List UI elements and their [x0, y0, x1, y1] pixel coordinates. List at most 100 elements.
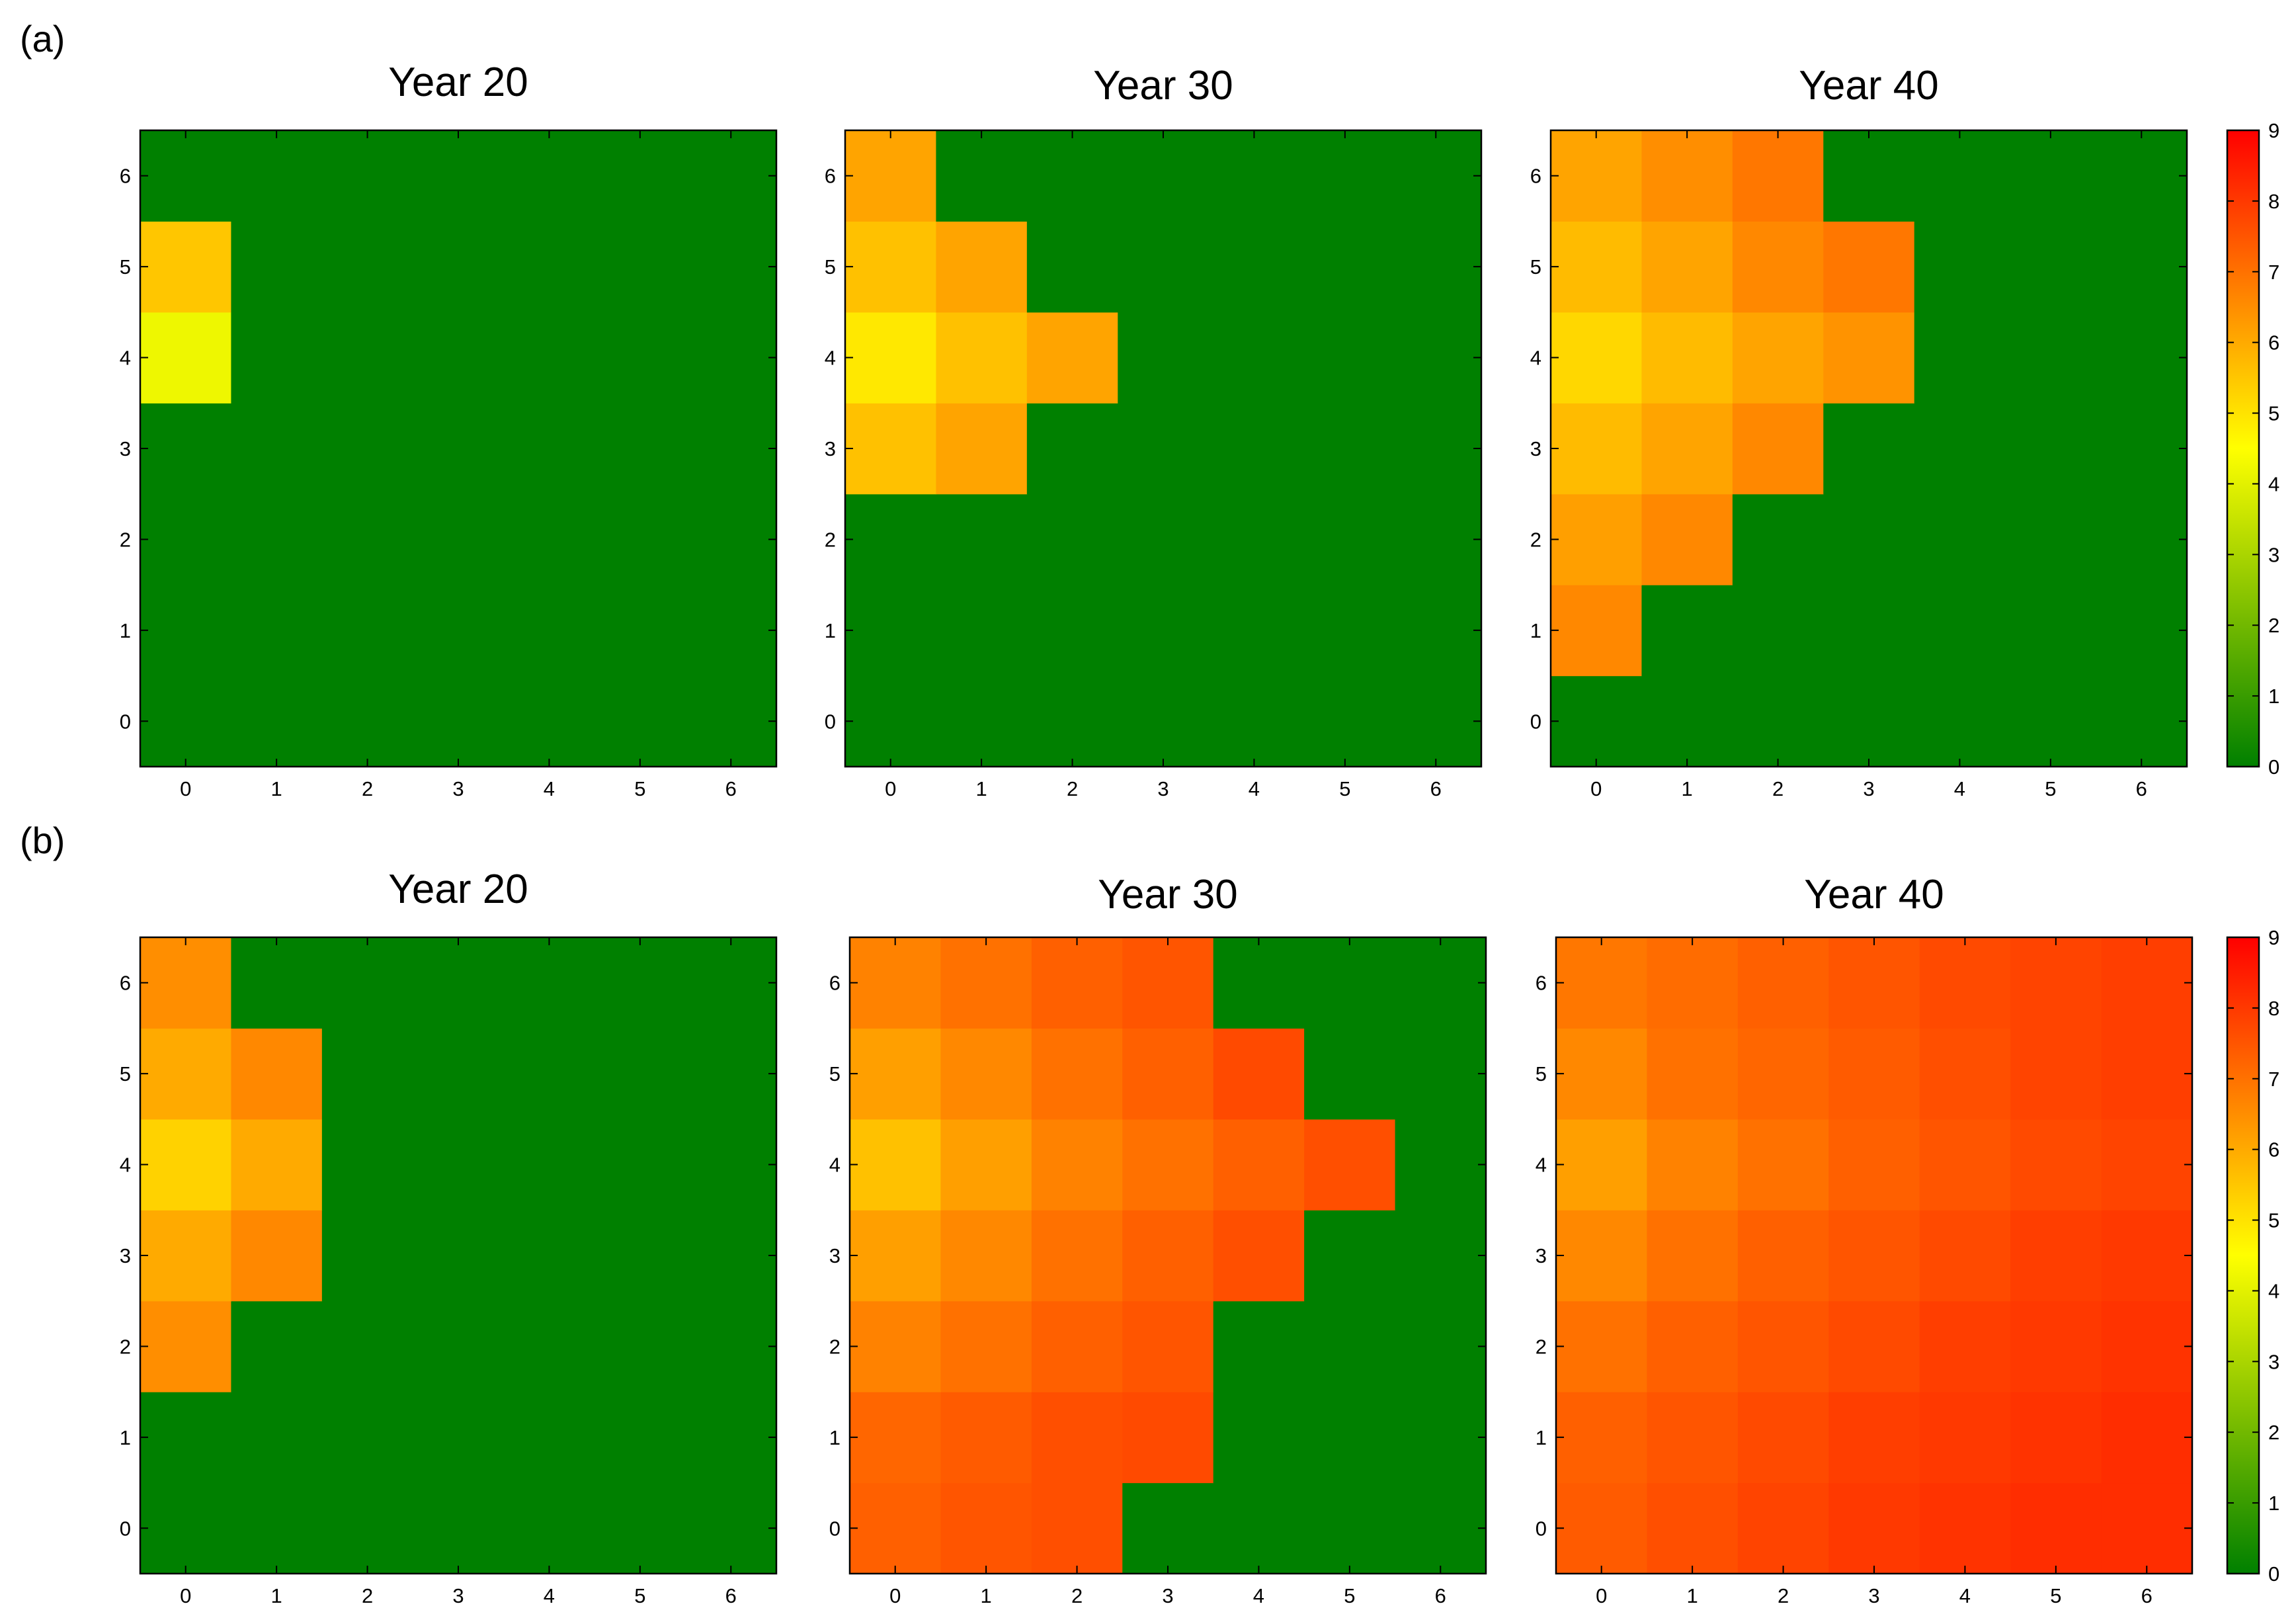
colorbar-tick-label: 6: [2268, 331, 2279, 355]
heatmap-cell: [1556, 1482, 1648, 1574]
heatmap-cell: [594, 1482, 686, 1574]
x-tick-label: 0: [180, 777, 191, 800]
heatmap-panel-b-2: 0 1 2 3 4 5 6 0 1 2 3 4 5 6 Year 30: [829, 872, 1487, 1607]
x-tick-label: 5: [634, 1584, 645, 1607]
heatmap-cell: [1031, 1028, 1123, 1120]
heatmap-cell: [1390, 312, 1482, 403]
heatmap-cell: [503, 493, 595, 585]
heatmap-cell: [940, 1028, 1032, 1120]
heatmap-cell: [1823, 130, 1915, 222]
heatmap-cell: [1551, 675, 1643, 767]
heatmap-cell: [594, 937, 686, 1029]
colorbar-tick-label: 3: [2268, 543, 2279, 566]
x-tick-label: 6: [1430, 777, 1442, 800]
heatmap-cell: [1732, 585, 1824, 677]
y-tick-label: 2: [1536, 1335, 1547, 1358]
colorbar-b: 0 1 2 3 4 5 6 7 8 9: [2226, 926, 2279, 1586]
colorbar-tick-label: 8: [2268, 997, 2279, 1020]
heatmap-cell: [594, 585, 686, 677]
heatmap-cell: [1122, 1119, 1214, 1210]
heatmap-cell: [1390, 221, 1482, 313]
y-tick-label: 5: [1536, 1062, 1547, 1085]
heatmap-cell: [1299, 585, 1391, 677]
heatmap-cell: [940, 1300, 1032, 1392]
heatmap-cell: [1914, 675, 2006, 767]
heatmap-cell: [845, 585, 937, 677]
heatmap-cell: [685, 312, 777, 403]
heatmap-cell: [1551, 221, 1643, 313]
x-tick-label: 5: [1339, 777, 1350, 800]
heatmap-cell: [231, 403, 323, 495]
heatmap-cell: [2096, 130, 2188, 222]
colorbar-tick-label: 1: [2268, 1492, 2279, 1515]
heatmap-cell: [140, 675, 232, 767]
heatmap-cell: [140, 937, 232, 1029]
heatmap-cell: [1395, 1392, 1487, 1484]
y-tick-label: 3: [120, 1244, 131, 1267]
heatmap-cell: [1737, 1392, 1829, 1484]
y-tick-label: 3: [1530, 437, 1541, 460]
colorbar-tick-label: 2: [2268, 614, 2279, 637]
heatmap-cell: [1914, 221, 2006, 313]
x-tick-label: 2: [1772, 777, 1784, 800]
heatmap-panel-b-1: 0 1 2 3 4 5 6 0 1 2 3 4 5 6 Year 20: [120, 867, 778, 1607]
heatmap-cell: [1304, 1392, 1396, 1484]
heatmap-cell: [1395, 937, 1487, 1029]
heatmap-cell: [1737, 1300, 1829, 1392]
heatmap-cell: [1828, 1300, 1920, 1392]
heatmap-cell: [2101, 1028, 2193, 1120]
heatmap-cell: [413, 1300, 505, 1392]
heatmap-cell: [1647, 937, 1739, 1029]
y-tick-label: 2: [829, 1335, 840, 1358]
panel-label-b: (b): [20, 820, 65, 861]
y-tick-label: 1: [1536, 1426, 1547, 1449]
heatmap-cell: [1641, 221, 1733, 313]
heatmap-cell: [321, 403, 413, 495]
heatmap-cell: [321, 1392, 413, 1484]
heatmap-cell: [2010, 1119, 2102, 1210]
heatmap-cells: [850, 937, 1487, 1574]
heatmap-cell: [1732, 493, 1824, 585]
heatmap-cell: [1118, 221, 1210, 313]
heatmap-cell: [2101, 1300, 2193, 1392]
heatmap-cell: [845, 130, 937, 222]
heatmap-cell: [2101, 1119, 2193, 1210]
heatmap-cell: [1919, 1482, 2011, 1574]
heatmap-cell: [1828, 1210, 1920, 1302]
colorbars: 0 1 2 3 4 5 6 7 8 9 0 1 2 3 4 5 6 7 8 9: [2226, 119, 2279, 1586]
x-tick-label: 6: [2136, 777, 2147, 800]
heatmap-cell: [2010, 1482, 2102, 1574]
heatmap-cell: [321, 675, 413, 767]
x-tick-label: 6: [725, 1584, 737, 1607]
heatmap-cell: [1208, 130, 1300, 222]
heatmap-cell: [845, 493, 937, 585]
heatmap-cell: [321, 1300, 413, 1392]
heatmap-cell: [685, 1482, 777, 1574]
x-tick-label: 2: [1067, 777, 1078, 800]
heatmap-cell: [503, 1028, 595, 1120]
y-tick-label: 3: [120, 437, 131, 460]
heatmap-cell: [1556, 1028, 1648, 1120]
heatmap-cell: [2101, 1210, 2193, 1302]
heatmap-cell: [845, 675, 937, 767]
heatmap-cell: [850, 1028, 942, 1120]
heatmap-cell: [1118, 403, 1210, 495]
heatmap-cell: [1823, 585, 1915, 677]
y-tick-label: 2: [120, 1335, 131, 1358]
colorbar-tick-label: 5: [2268, 1209, 2279, 1232]
x-tick-label: 4: [1954, 777, 1965, 800]
heatmap-cell: [231, 585, 323, 677]
heatmap-cell: [1919, 1392, 2011, 1484]
colorbar-tick-label: 8: [2268, 190, 2279, 213]
heatmap-cell: [1122, 937, 1214, 1029]
heatmap-cell: [1914, 312, 2006, 403]
y-tick-label: 6: [829, 972, 840, 995]
heatmap-cell: [231, 130, 323, 222]
x-tick-label: 1: [271, 777, 282, 800]
panel-title: Year 30: [1093, 63, 1233, 108]
heatmap-cell: [413, 221, 505, 313]
heatmap-cell: [850, 1482, 942, 1574]
heatmap-cell: [2096, 675, 2188, 767]
x-tick-label: 6: [1435, 1584, 1446, 1607]
